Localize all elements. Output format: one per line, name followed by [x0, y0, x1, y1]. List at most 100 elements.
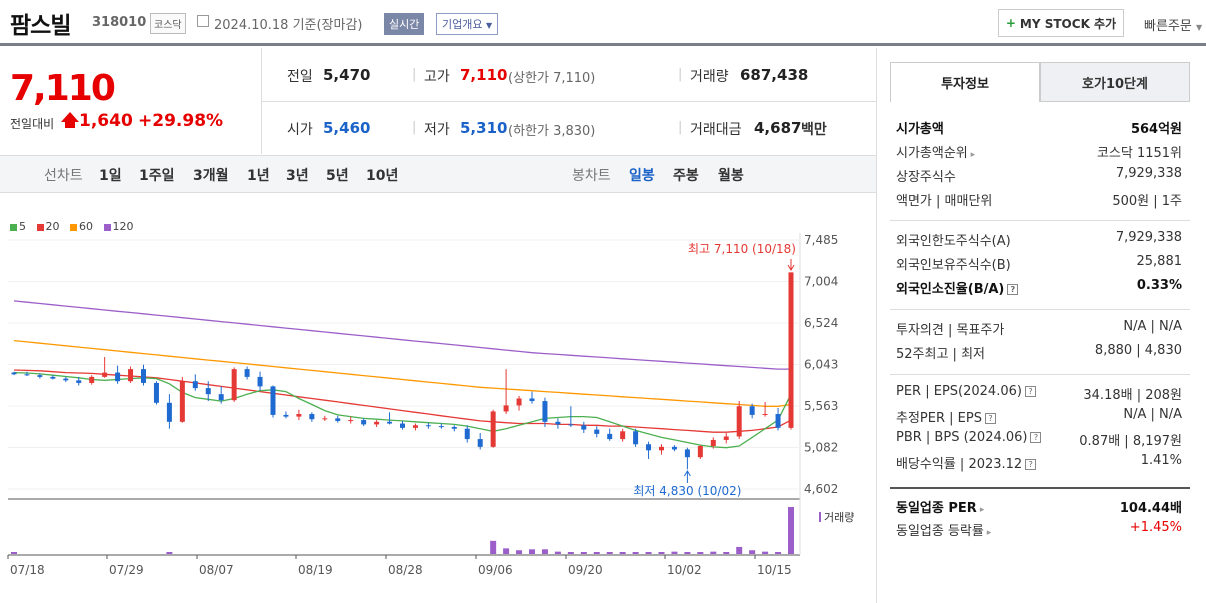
- period-5y[interactable]: 5년: [326, 168, 349, 184]
- x-tick-label: 07/29: [109, 563, 144, 577]
- open-label: 시가: [287, 122, 313, 138]
- period-3m[interactable]: 3개월: [193, 168, 229, 184]
- high-arrow-head: [787, 264, 795, 271]
- chevron-right-icon[interactable]: ▸: [983, 528, 992, 538]
- y-tick-label: 5,082: [804, 441, 838, 455]
- y-tick-label: 7,485: [804, 233, 838, 247]
- period-1d[interactable]: 1일: [99, 168, 122, 184]
- volume-value: 687,438: [740, 66, 809, 84]
- my-stock-add-button[interactable]: + MY STOCK 추가: [998, 9, 1124, 37]
- low-annotation: 최저 4,830 (10/02): [633, 484, 741, 498]
- candle-body: [283, 414, 289, 417]
- candle-body: [646, 444, 652, 451]
- candle-body: [166, 402, 172, 422]
- volume-bar: [684, 552, 691, 554]
- volume-bar: [697, 552, 704, 554]
- help-icon[interactable]: ?: [984, 413, 996, 424]
- info-value: 0.87배 | 8,197원: [1079, 434, 1182, 449]
- chevron-right-icon[interactable]: ▸: [976, 505, 985, 515]
- candle-body: [257, 376, 263, 387]
- ma-legend: 5 20 60 120: [10, 220, 141, 233]
- info-row: 동일업종 PER ▸ 104.44배: [896, 497, 1182, 516]
- candle-body: [671, 446, 677, 450]
- volume-bar: [788, 507, 794, 554]
- period-monthly[interactable]: 월봉: [718, 168, 744, 184]
- info-value: 564억원: [1130, 122, 1182, 137]
- realtime-button[interactable]: 실시간: [384, 13, 425, 35]
- candle-body: [192, 381, 198, 389]
- tab-investment-info[interactable]: 투자정보: [890, 62, 1040, 102]
- help-icon[interactable]: ?: [1024, 386, 1036, 397]
- candle-body: [438, 426, 444, 428]
- help-icon[interactable]: ?: [1030, 432, 1042, 443]
- candle-body: [153, 382, 159, 403]
- stock-name: 팜스빌: [10, 13, 71, 39]
- x-tick-label: 07/18: [10, 563, 45, 577]
- help-icon[interactable]: ?: [1007, 284, 1019, 295]
- x-tick-label: 09/20: [568, 563, 603, 577]
- tab-order-book[interactable]: 호가10단계: [1040, 62, 1190, 102]
- candle-body: [775, 414, 781, 428]
- volume-bar: [490, 540, 497, 554]
- info-label: 시가총액: [896, 122, 944, 137]
- y-tick-label: 5,563: [804, 399, 838, 413]
- info-label: 외국인소진율(B/A)?: [896, 278, 1019, 297]
- info-value: N/A | N/A: [1123, 319, 1182, 334]
- volume-bar: [606, 552, 613, 554]
- candle-body: [115, 372, 121, 382]
- candle-body: [89, 376, 95, 383]
- stats-divider: [262, 101, 876, 102]
- candle-body: [710, 439, 716, 446]
- info-label: 52주최고 | 최저: [896, 347, 985, 362]
- candle-body: [348, 420, 354, 422]
- divider: [890, 487, 1190, 489]
- candle-body: [425, 425, 431, 427]
- company-overview-dropdown[interactable]: 기업개요 ▼: [436, 13, 499, 35]
- candle-body: [503, 405, 509, 412]
- price-chart[interactable]: 7,485 7,004 6,524 6,043 5,563 5,082 4,602 07/18…: [0, 193, 876, 603]
- info-row: PER | EPS(2024.06)? 34.18배 | 208원: [896, 384, 1182, 403]
- low-label: 저가: [424, 122, 450, 138]
- change-percent: +29.98%: [138, 111, 224, 131]
- info-label: 상장주식수: [896, 170, 956, 185]
- candle-body: [296, 414, 302, 417]
- separator: |: [412, 67, 417, 82]
- info-row: 시가총액순위 ▸ 코스닥 1151위: [896, 142, 1182, 161]
- up-arrow-icon-stem: [65, 121, 75, 128]
- candle-body: [76, 380, 82, 383]
- period-3y[interactable]: 3년: [286, 168, 309, 184]
- chevron-right-icon[interactable]: ▸: [967, 150, 976, 160]
- info-value: +1.45%: [1129, 520, 1182, 535]
- legend-ma20: 20: [36, 220, 60, 233]
- period-1w[interactable]: 1주일: [139, 168, 175, 184]
- info-row: 동일업종 등락률 ▸ +1.45%: [896, 520, 1182, 539]
- low-arrow-head: [683, 470, 691, 477]
- info-value: 7,929,338: [1115, 166, 1182, 181]
- candle-body: [335, 418, 341, 421]
- info-value: N/A | N/A: [1123, 407, 1182, 422]
- period-10y[interactable]: 10년: [366, 168, 399, 184]
- current-price: 7,110: [10, 68, 116, 109]
- x-tick-label: 10/15: [757, 563, 792, 577]
- ma-line-ma60: [13, 339, 792, 407]
- period-daily[interactable]: 일봉: [629, 168, 655, 184]
- prev-close-value: 5,470: [323, 66, 371, 84]
- candle-body: [684, 449, 690, 458]
- candle-body: [63, 378, 69, 381]
- quick-order-dropdown[interactable]: 빠른주문 ▼: [1144, 19, 1203, 34]
- candle-body: [736, 406, 742, 437]
- candle-body: [309, 414, 315, 420]
- help-icon[interactable]: ?: [1025, 459, 1037, 470]
- info-value: 1.41%: [1140, 453, 1182, 468]
- panel-divider: [876, 48, 877, 603]
- candle-body: [11, 372, 17, 375]
- info-row: 외국인보유주식수(B) 25,881: [896, 254, 1182, 273]
- divider: [890, 309, 1190, 310]
- info-value: 25,881: [1136, 254, 1183, 269]
- divider: [890, 220, 1190, 221]
- period-1y[interactable]: 1년: [247, 168, 270, 184]
- period-weekly[interactable]: 주봉: [673, 168, 699, 184]
- separator: |: [678, 67, 683, 82]
- info-label: 배당수익률 | 2023.12?: [896, 453, 1037, 472]
- ma-line-ma120: [13, 300, 791, 370]
